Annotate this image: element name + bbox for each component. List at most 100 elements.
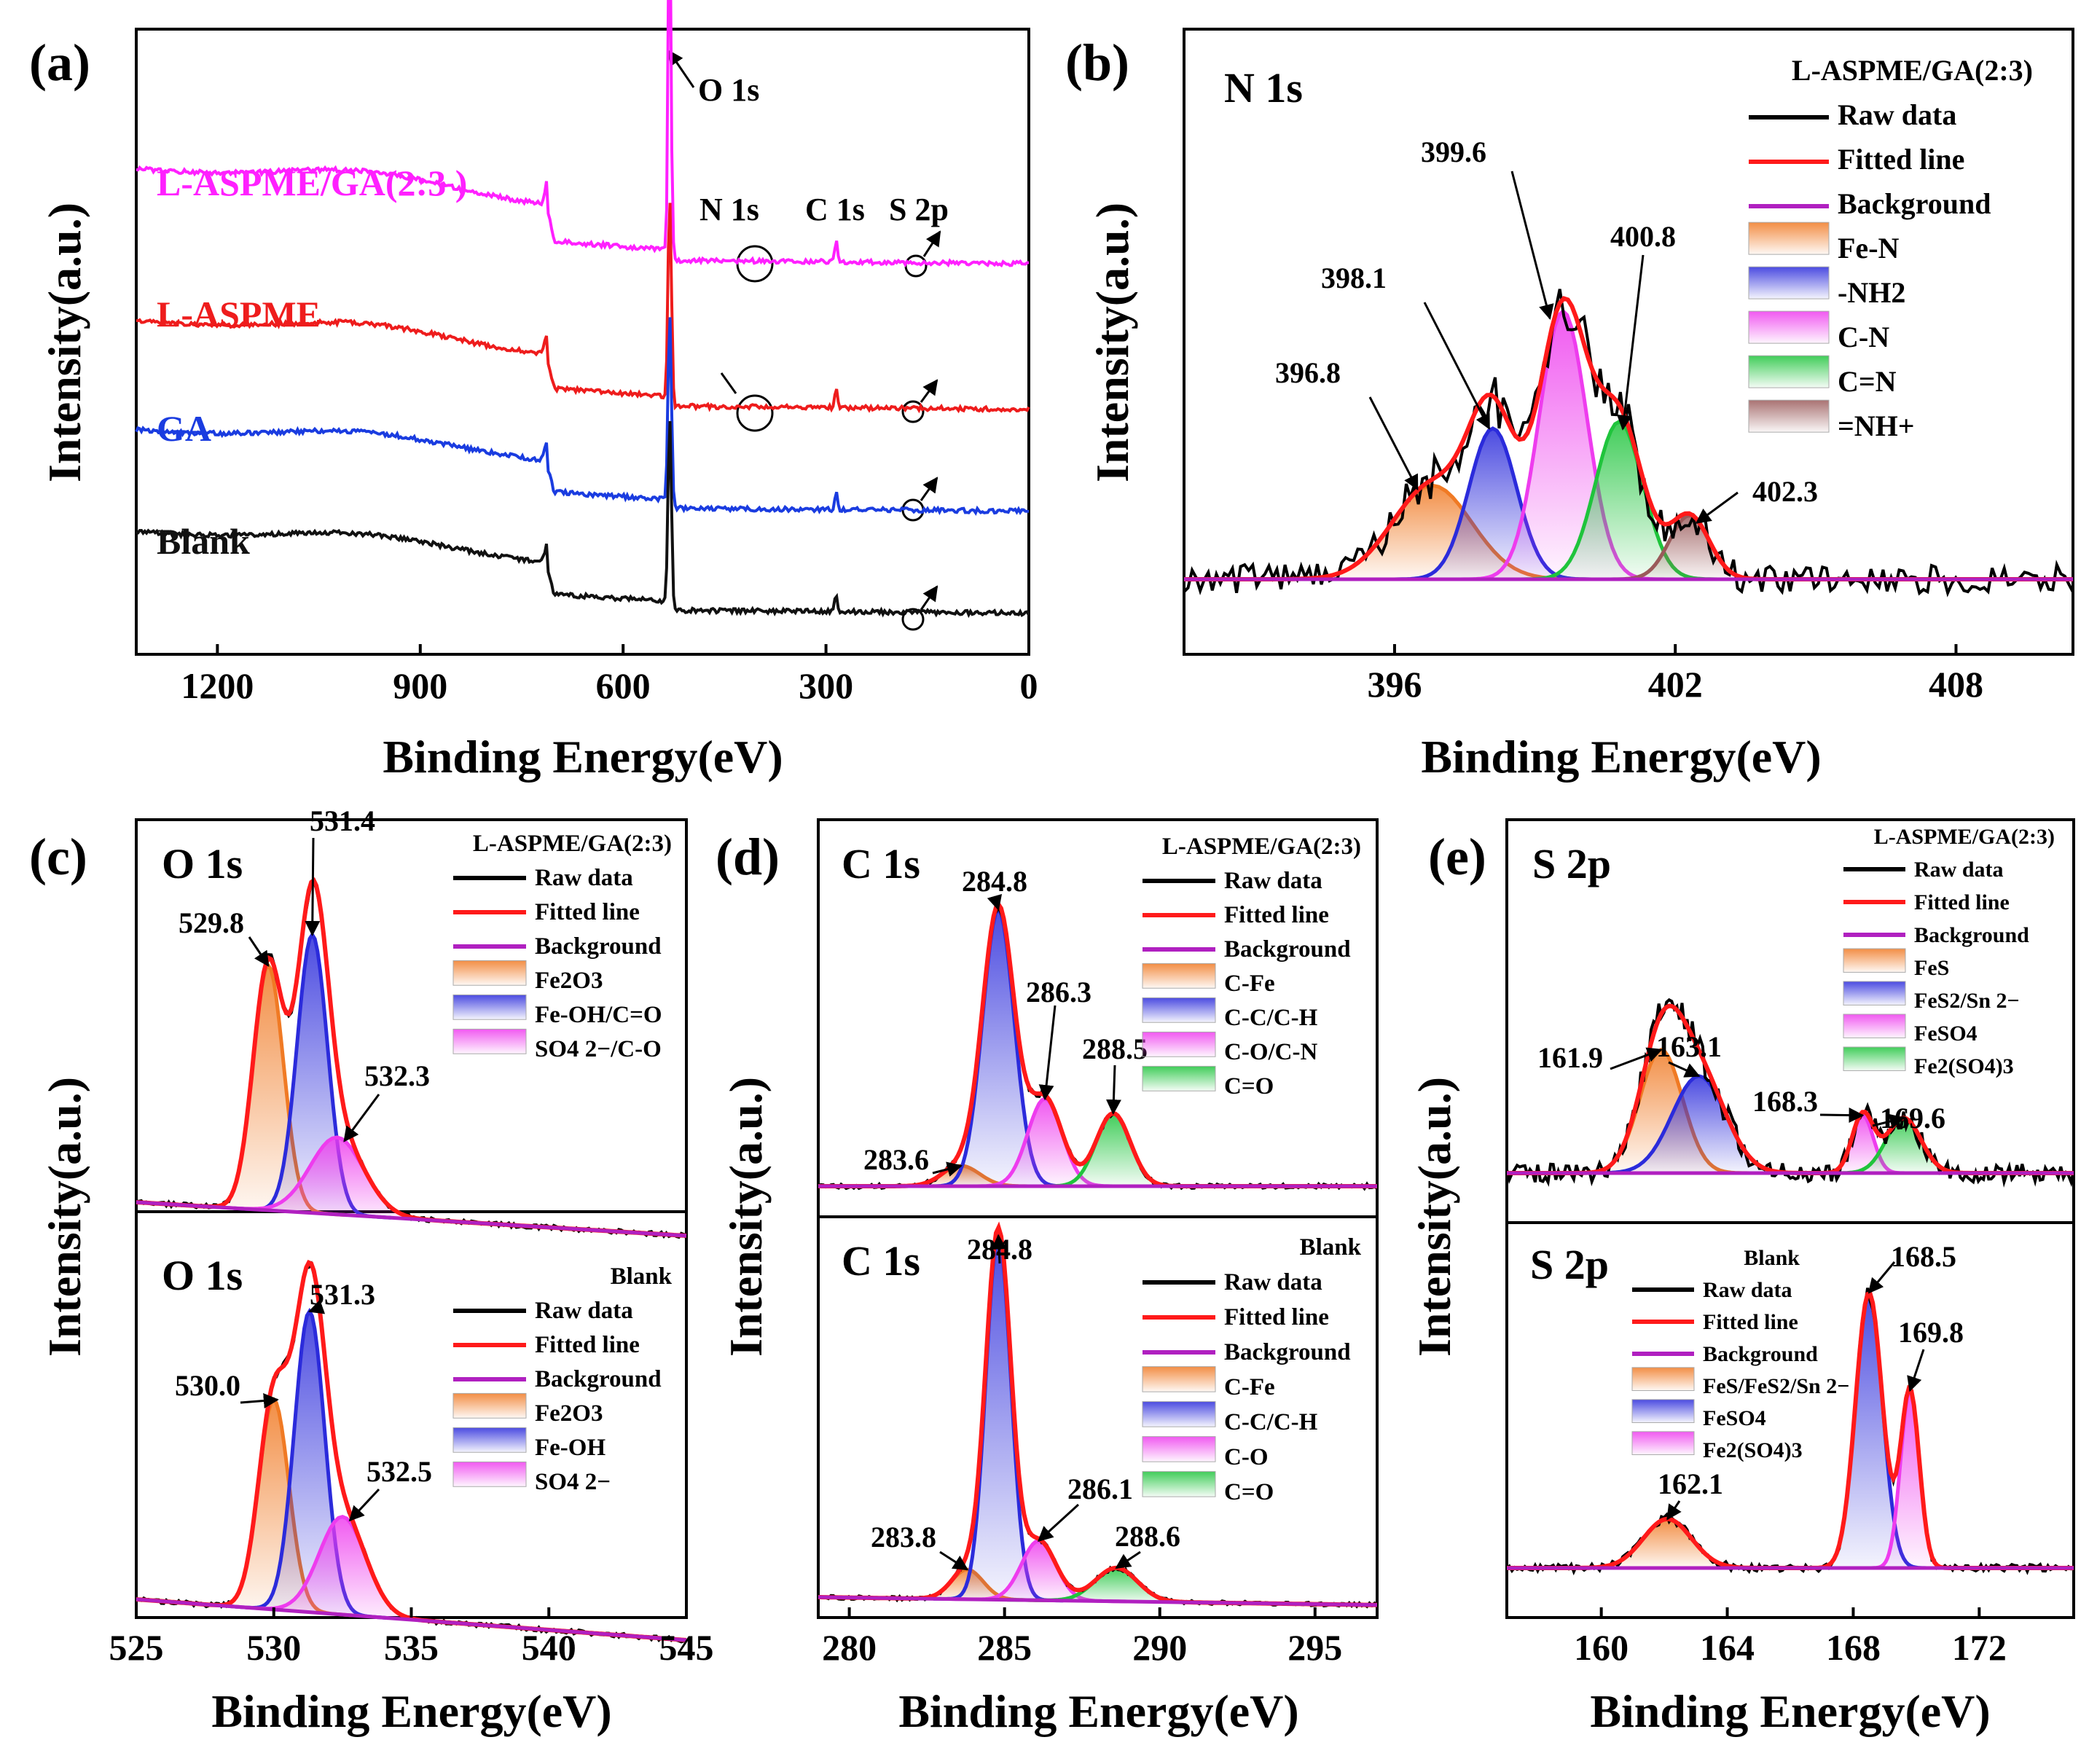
d-bottom-plot-tick-label-3: 295 bbox=[1288, 1627, 1342, 1668]
b-plot-comp-fill-1 bbox=[1369, 428, 1617, 579]
e-bottom-plot-comp-fill-1 bbox=[1800, 1293, 1939, 1568]
e-bottom-plot: 162.1 168.5 169.8 160 164 168 172 Blank Raw data… bbox=[1505, 1240, 2075, 1668]
d-bottom-plot-comp-fill-3 bbox=[1007, 1567, 1226, 1603]
b-plot-tick-label-0: 396 bbox=[1367, 664, 1422, 705]
c-bottom-plot-comp-fill-0 bbox=[195, 1400, 353, 1615]
e-bottom-plot-comp-fill-0 bbox=[1543, 1518, 1792, 1568]
a-ylabel: Intensity(a.u.) bbox=[39, 203, 90, 482]
e-top-plot-peak-label-0: 161.9 bbox=[1537, 1041, 1603, 1074]
b-plot-peak-label-2: 399.6 bbox=[1421, 136, 1486, 168]
d-top-plot-peak-arrow-1 bbox=[987, 893, 1003, 912]
b-plot-legend-label-7: =NH+ bbox=[1838, 409, 1915, 442]
d-bottom-plot-legend-label-5: C-O bbox=[1224, 1444, 1269, 1470]
e-bottom-title: S 2p bbox=[1530, 1241, 1609, 1288]
e-bottom-plot-legend-swatch-5 bbox=[1631, 1431, 1695, 1455]
d-bottom-plot-legend-sample: Blank bbox=[1300, 1234, 1362, 1261]
e-top-plot-legend-swatch-5 bbox=[1843, 1014, 1906, 1038]
e-top-plot: 161.9 163.1 168.3 169.6 L-ASPME/GA(2:3) Raw d… bbox=[1505, 825, 2075, 1188]
e-bottom-plot-legend-label-1: Fitted line bbox=[1703, 1310, 1798, 1334]
d-top-plot-peak-arrow-0 bbox=[932, 1161, 963, 1177]
a-xaxis: 1200 900 600 300 0 bbox=[181, 644, 1038, 706]
c-bottom-plot-peak-arrow-0 bbox=[240, 1393, 279, 1408]
e-top-plot-legend-label-6: Fe2(SO4)3 bbox=[1914, 1054, 2014, 1078]
b-plot-peak-arrow-1 bbox=[1423, 302, 1491, 430]
d-top-plot-peak-label-3: 288.5 bbox=[1082, 1032, 1148, 1065]
e-top-plot-legend-label-5: FeSO4 bbox=[1914, 1022, 1978, 1046]
e-top-plot-comp-fill-0 bbox=[1550, 1049, 1772, 1173]
a-s2p-markers bbox=[901, 230, 941, 631]
b-plot-peak-label-1: 398.1 bbox=[1321, 262, 1387, 294]
b-plot-legend-label-4: -NH2 bbox=[1838, 276, 1905, 309]
e-xlabel: Binding Energy(eV) bbox=[1590, 1685, 1990, 1737]
d-bottom-plot-peak-label-3: 288.6 bbox=[1115, 1520, 1180, 1553]
c-bottom-plot-peak-label-2: 532.5 bbox=[367, 1455, 432, 1488]
a-spectrum-3 bbox=[136, 420, 1030, 619]
c-top-plot-background-line bbox=[136, 1200, 687, 1238]
e-bottom-plot-legend-sample: Blank bbox=[1744, 1246, 1800, 1270]
e-top-plot-legend-label-1: Fitted line bbox=[1914, 890, 2010, 914]
e-top-plot-peak-label-2: 168.3 bbox=[1752, 1085, 1818, 1118]
d-bottom-plot-peak-arrow-0 bbox=[939, 1551, 969, 1571]
d-top-plot-peak-label-2: 286.3 bbox=[1026, 976, 1091, 1008]
c-bottom-plot-legend-label-2: Background bbox=[535, 1366, 662, 1392]
e-top-plot-comp-fill-2 bbox=[1807, 1115, 1918, 1173]
c-bottom-plot-background-line bbox=[136, 1597, 687, 1642]
e-top-plot-legend-label-0: Raw data bbox=[1914, 858, 2004, 882]
b-plot-legend-swatch-4 bbox=[1748, 266, 1830, 299]
e-bottom-plot-peak-label-0: 162.1 bbox=[1658, 1467, 1723, 1500]
c-top-plot-peak-arrow-0 bbox=[248, 936, 270, 967]
b-plot-comp-fill-4 bbox=[1586, 515, 1792, 579]
c-top-plot-legend-label-4: Fe-OH/C=O bbox=[535, 1002, 662, 1028]
c-top-plot-legend-label-3: Fe2O3 bbox=[535, 968, 603, 994]
c-bottom-plot: 530.0 531.3 532.5 525 530 535 540 545 Blank Raw d… bbox=[109, 1259, 714, 1668]
d-bottom-plot-legend-label-0: Raw data bbox=[1224, 1269, 1322, 1295]
d-top-title: C 1s bbox=[842, 840, 920, 887]
a-series-label-la: L-ASPME bbox=[157, 294, 321, 334]
e-bottom-plot-tick-label-1: 164 bbox=[1700, 1627, 1755, 1668]
d-bottom-plot-legend-label-1: Fitted line bbox=[1224, 1304, 1329, 1330]
d-top-plot-legend-label-3: C-Fe bbox=[1224, 971, 1275, 997]
a-tick-label-3: 300 bbox=[799, 665, 853, 706]
b-plot-legend-label-2: Background bbox=[1838, 187, 1991, 220]
b-plot-peak-arrow-3 bbox=[1616, 254, 1645, 431]
d-bottom-plot-tick-label-2: 290 bbox=[1132, 1627, 1187, 1668]
panel-label-b: (b) bbox=[1065, 34, 1129, 92]
e-top-plot-peak-label-1: 163.1 bbox=[1656, 1030, 1722, 1063]
d-bottom-plot-legend-swatch-5 bbox=[1142, 1436, 1216, 1462]
c-top-plot-peak-label-1: 531.4 bbox=[310, 804, 375, 837]
panel-d-frame bbox=[817, 818, 1379, 1619]
e-bottom-plot-legend-swatch-3 bbox=[1631, 1367, 1695, 1391]
c-bottom-plot-comp-fill-1 bbox=[230, 1311, 388, 1618]
a-spectrum-0 bbox=[136, 0, 1030, 268]
a-survey-spectra bbox=[135, 0, 1030, 619]
c-top-plot-legend-label-0: Raw data bbox=[535, 865, 633, 891]
c-top-plot-legend-swatch-3 bbox=[452, 960, 527, 986]
b-plot-tick-label-1: 402 bbox=[1648, 664, 1703, 705]
c-bottom-plot-peak-label-0: 530.0 bbox=[175, 1369, 240, 1402]
e-top-plot-legend-label-2: Background bbox=[1914, 923, 2029, 947]
c-top-plot-legend-label-2: Background bbox=[535, 933, 662, 960]
panel-e-frame bbox=[1505, 818, 2075, 1619]
d-top-plot-comp-fill-2 bbox=[956, 1099, 1134, 1186]
b-plot-legend-label-6: C=N bbox=[1838, 365, 1897, 398]
b-plot-peak-label-3: 400.8 bbox=[1610, 220, 1676, 253]
b-plot-legend-swatch-7 bbox=[1748, 399, 1830, 433]
a-peak-c1s: C 1s bbox=[805, 192, 865, 227]
e-bottom-plot-peak-label-2: 169.8 bbox=[1898, 1316, 1964, 1349]
a-arrow-o1s bbox=[667, 50, 695, 88]
e-bottom-plot-peak-arrow-2 bbox=[1907, 1349, 1925, 1392]
c-top-plot-legend-label-5: SO4 2−/C-O bbox=[535, 1036, 662, 1062]
c-top-plot-legend-swatch-5 bbox=[452, 1028, 527, 1054]
c-top-plot-comp-fill-0 bbox=[189, 965, 348, 1215]
e-top-plot-legend-label-3: FeS bbox=[1914, 956, 1949, 980]
d-top-plot-legend-label-2: Background bbox=[1224, 936, 1351, 963]
d-bottom-plot-peak-label-2: 286.1 bbox=[1067, 1473, 1133, 1505]
d-top-plot-peak-label-1: 284.8 bbox=[962, 865, 1027, 898]
panel-label-c: (c) bbox=[29, 828, 87, 886]
b-plot-legend-label-5: C-N bbox=[1838, 321, 1889, 353]
b-plot-legend-label-0: Raw data bbox=[1838, 98, 1956, 131]
a-peak-n1s: N 1s bbox=[699, 192, 759, 227]
b-plot-legend-sample: L-ASPME/GA(2:3) bbox=[1792, 54, 2033, 87]
c-top-plot-comp-fill-2 bbox=[197, 1137, 477, 1223]
